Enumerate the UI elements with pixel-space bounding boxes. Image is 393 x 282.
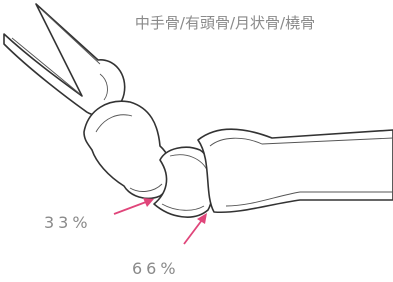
capitate	[84, 101, 171, 198]
illustration: 中手骨/有頭骨/月状骨/橈骨 33% 66%	[0, 0, 393, 282]
annotation: 33%	[44, 213, 92, 232]
arrow	[114, 198, 154, 214]
metacarpal	[4, 4, 125, 115]
annotation: 66%	[132, 259, 180, 278]
radius	[198, 129, 393, 212]
page: 中手骨/有頭骨/月状骨/橈骨 33% 66% (() => { const da…	[0, 0, 393, 282]
title: 中手骨/有頭骨/月状骨/橈骨	[135, 14, 315, 32]
